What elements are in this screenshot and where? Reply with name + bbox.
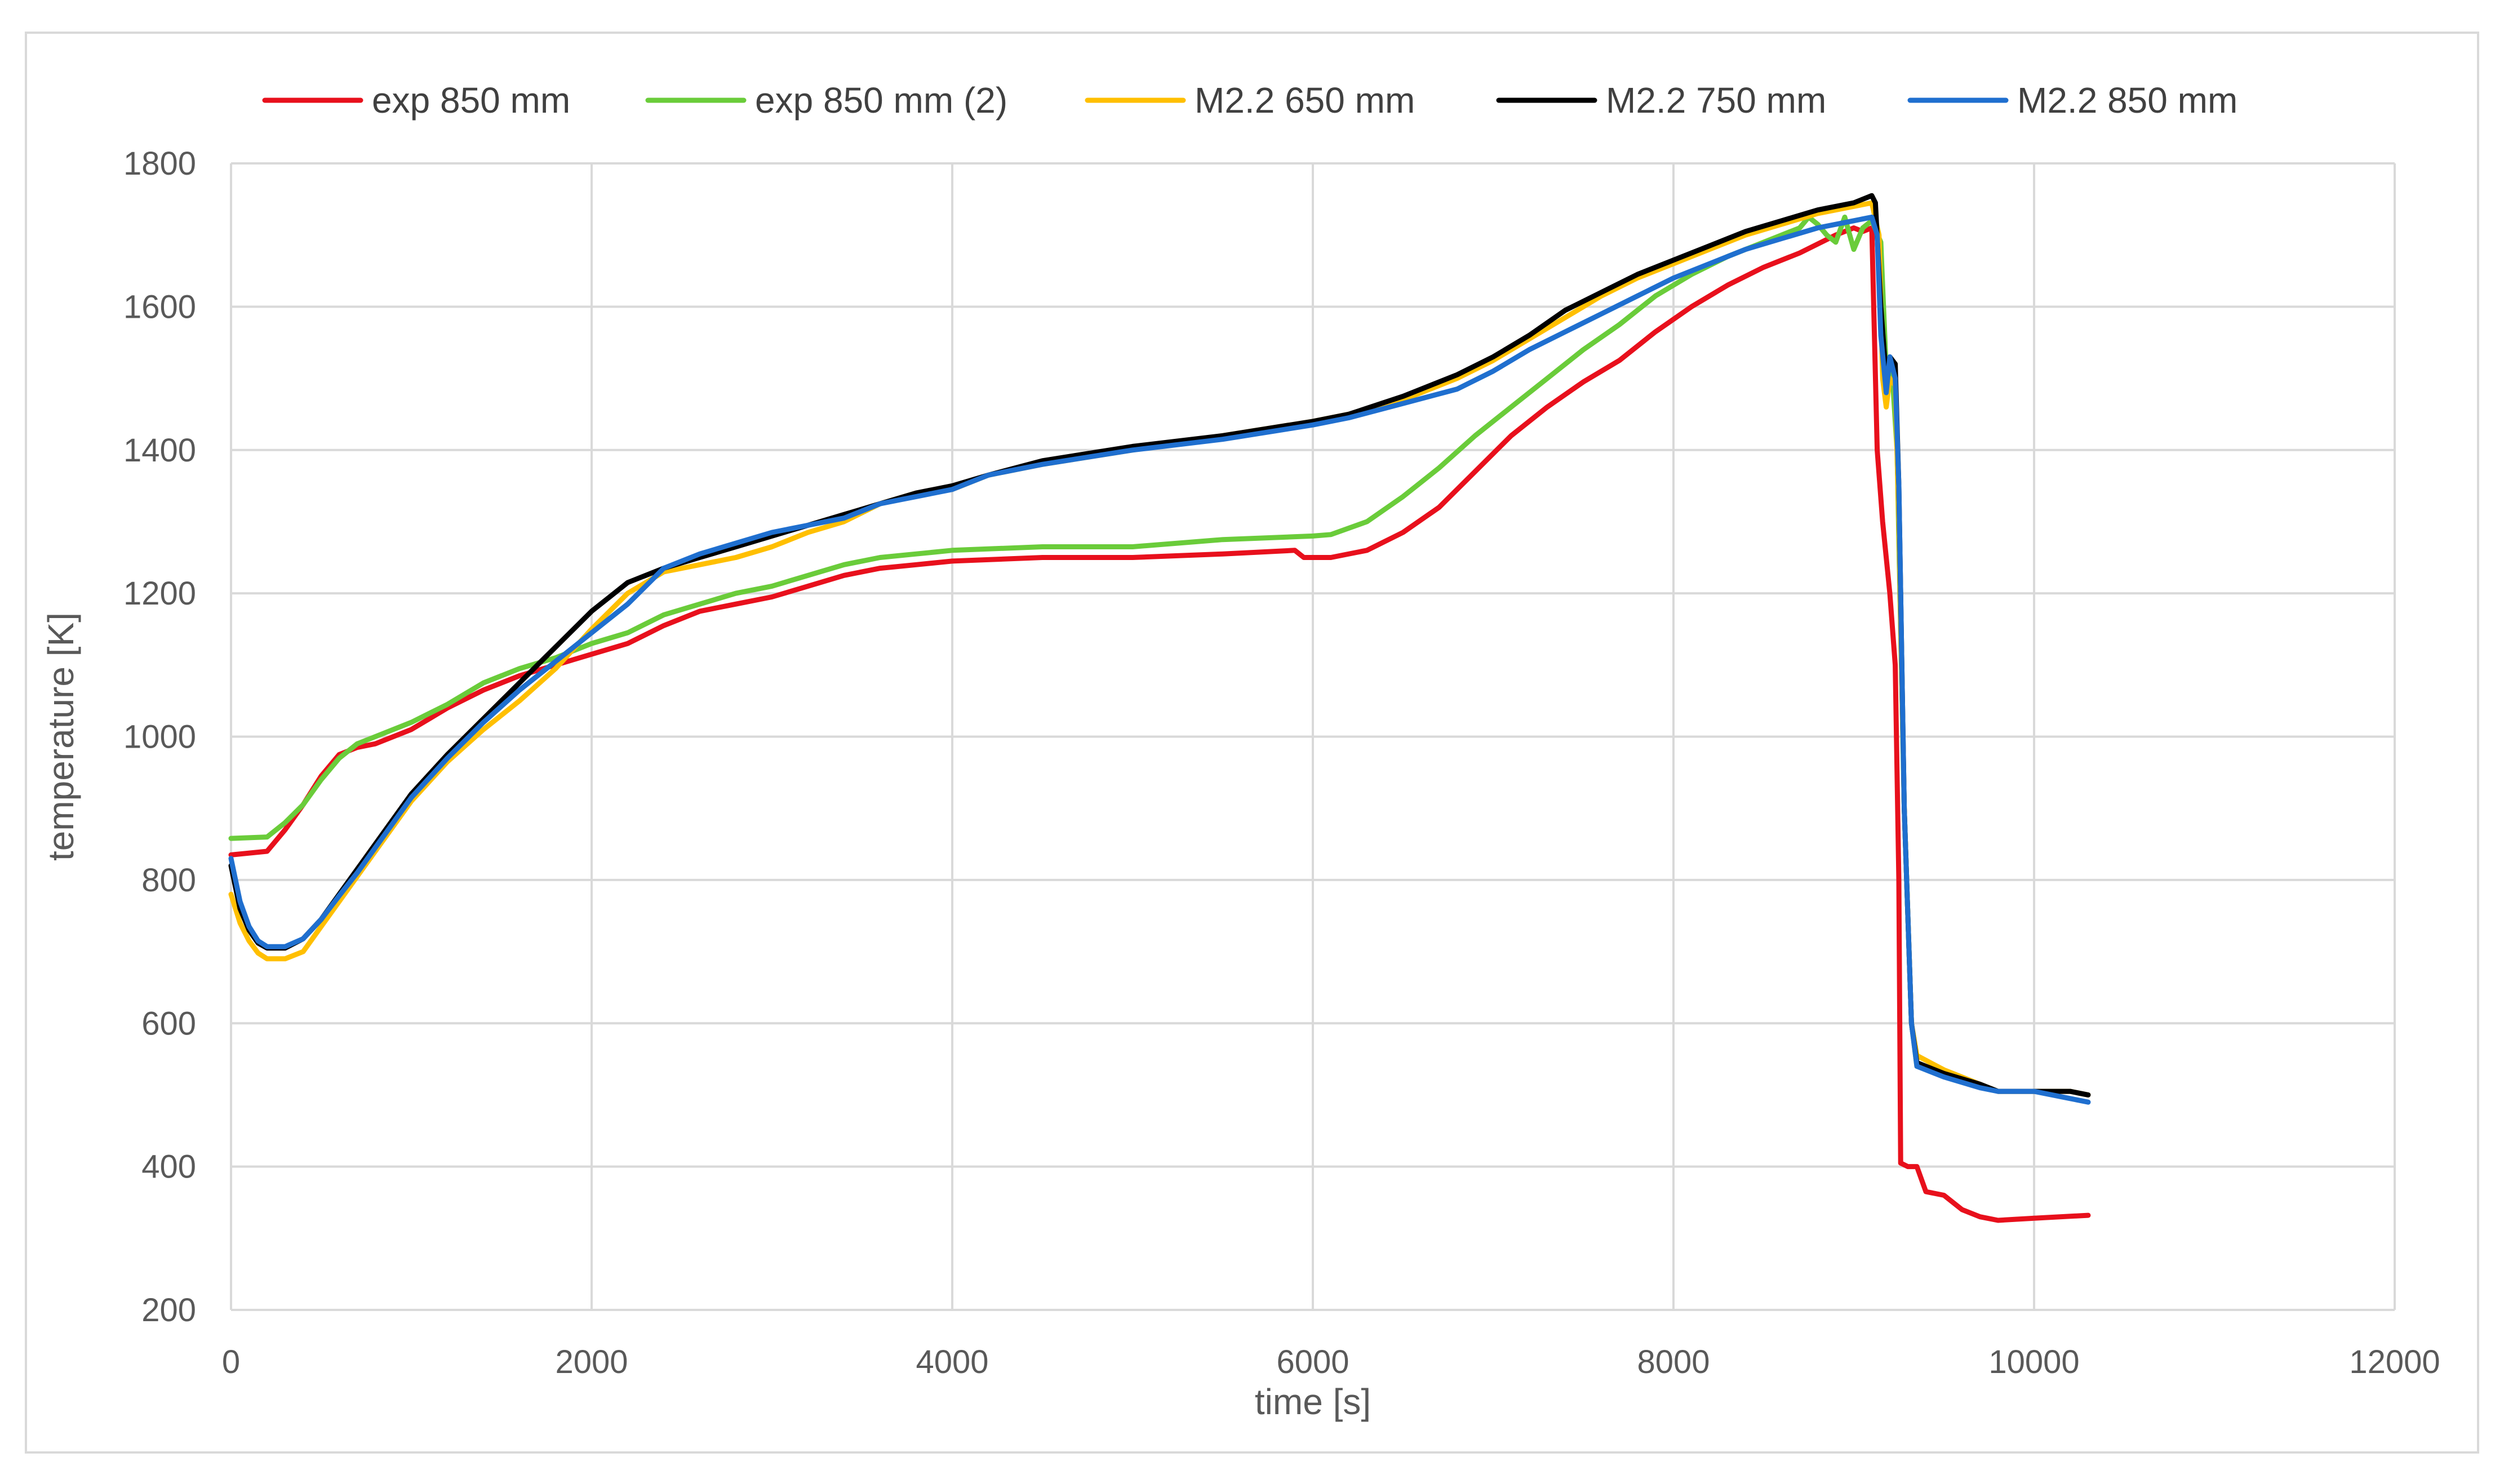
legend-label: M2.2 650 mm xyxy=(1195,80,1415,121)
x-tick-label: 4000 xyxy=(916,1344,988,1380)
axes: 200 400 600 800 1000 1200 1400 1600 1800 0 2000 400… xyxy=(123,145,2440,1380)
series-line xyxy=(228,214,2091,1105)
y-tick-label: 200 xyxy=(141,1292,196,1329)
series-line xyxy=(228,214,1920,1069)
y-tick-label: 400 xyxy=(141,1149,196,1185)
legend-label: M2.2 750 mm xyxy=(1606,80,1826,121)
y-tick-label: 1800 xyxy=(123,145,196,182)
x-tick-label: 2000 xyxy=(555,1344,628,1380)
y-axis-title: temperature [K] xyxy=(41,612,81,861)
y-tick-label: 1400 xyxy=(123,432,196,469)
legend: exp 850 mm exp 850 mm (2) M2.2 650 mm M2.2 … xyxy=(262,80,2237,121)
y-tick-label: 1600 xyxy=(123,288,196,325)
y-tick-label: 800 xyxy=(141,862,196,899)
x-tick-label: 0 xyxy=(222,1344,240,1380)
y-tick-label: 1000 xyxy=(123,719,196,756)
x-tick-label: 6000 xyxy=(1276,1344,1349,1380)
y-tick-label: 600 xyxy=(141,1005,196,1042)
x-tick-label: 12000 xyxy=(2349,1344,2440,1380)
chart-frame xyxy=(25,32,2479,1454)
legend-label: M2.2 850 mm xyxy=(2017,80,2237,121)
series-line xyxy=(228,225,2091,1223)
x-tick-label: 8000 xyxy=(1637,1344,1710,1380)
gridlines xyxy=(230,162,2396,1311)
series-lines xyxy=(228,193,2091,1223)
legend-label: exp 850 mm xyxy=(372,80,570,121)
x-tick-label: 10000 xyxy=(1988,1344,2079,1380)
x-axis-title: time [s] xyxy=(1255,1381,1371,1422)
legend-label: exp 850 mm (2) xyxy=(755,80,1007,121)
y-tick-label: 1200 xyxy=(123,575,196,612)
